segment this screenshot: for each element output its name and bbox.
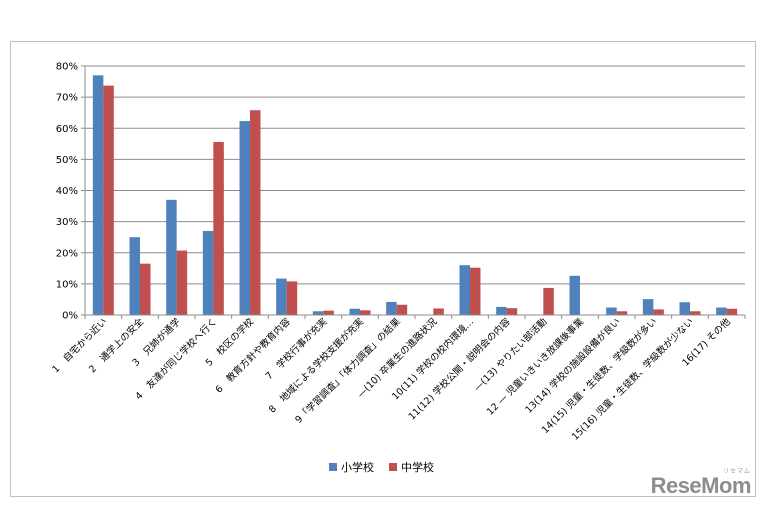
category-label: 7 学校行事が充実 (263, 315, 330, 382)
bar-junior-high (250, 110, 261, 315)
bar-elementary (349, 308, 360, 315)
legend-label: 小学校 (341, 460, 374, 474)
bar-elementary (166, 199, 177, 315)
watermark-logo: ReseMom (650, 473, 752, 498)
y-tick-label: 30% (56, 217, 78, 228)
bar-junior-high (543, 287, 554, 315)
bar-elementary (459, 265, 470, 315)
bar-elementary (386, 301, 397, 315)
bar-junior-high (506, 308, 518, 315)
bar-elementary (129, 237, 140, 315)
bar-junior-high (323, 310, 334, 315)
legend-swatch (389, 463, 397, 471)
bar-junior-high (726, 308, 738, 315)
y-tick-label: 60% (56, 124, 78, 135)
bar-junior-high (360, 310, 371, 315)
bar-elementary (642, 299, 654, 315)
bar-junior-high (103, 85, 114, 315)
gridlines (85, 65, 745, 316)
y-tick-label: 40% (56, 186, 78, 197)
bar-elementary (92, 75, 104, 316)
bar-elementary (202, 230, 214, 315)
bars (92, 75, 738, 316)
legend-label: 中学校 (401, 460, 434, 474)
bar-junior-high (286, 281, 298, 315)
bar-junior-high (653, 309, 664, 315)
bar-junior-high (396, 304, 408, 315)
category-label: 6 教育方針や教育内容 (213, 315, 293, 395)
watermark-ruby: リセマム (722, 468, 751, 475)
bar-junior-high (470, 267, 481, 315)
legend: 小学校 中学校 (329, 460, 434, 474)
y-tick-label: 10% (56, 279, 78, 290)
bar-junior-high (176, 250, 188, 315)
y-tick-label: 0% (62, 311, 78, 322)
y-tick-label: 80% (56, 62, 78, 73)
bar-junior-high (616, 311, 628, 315)
bar-elementary (276, 278, 287, 315)
bar-elementary (716, 307, 727, 315)
legend-swatch (329, 463, 337, 471)
chart-frame: 0% 10% 20% 30% 40% 50% 60% 70% 80% 1 自宅から近い 2 通学上… (10, 41, 756, 497)
y-tick-label: 50% (56, 155, 78, 166)
bar-elementary (679, 302, 690, 315)
bar-junior-high (433, 308, 444, 315)
bar-junior-high (690, 311, 701, 315)
y-tick-label: 20% (56, 248, 78, 259)
bar-junior-high (213, 141, 224, 315)
bar-elementary (312, 311, 324, 315)
category-label: —(13) やりたい部活動 (471, 316, 549, 394)
bar-elementary (496, 306, 507, 315)
bar-junior-high (140, 263, 151, 315)
bar-elementary (606, 307, 617, 315)
bar-elementary (239, 121, 250, 315)
resemom-watermark: リセマム ReseMom (650, 468, 752, 498)
bar-elementary (569, 275, 580, 315)
y-tick-label: 70% (56, 93, 78, 104)
y-axis: 0% 10% 20% 30% 40% 50% 60% 70% 80% (56, 62, 86, 322)
